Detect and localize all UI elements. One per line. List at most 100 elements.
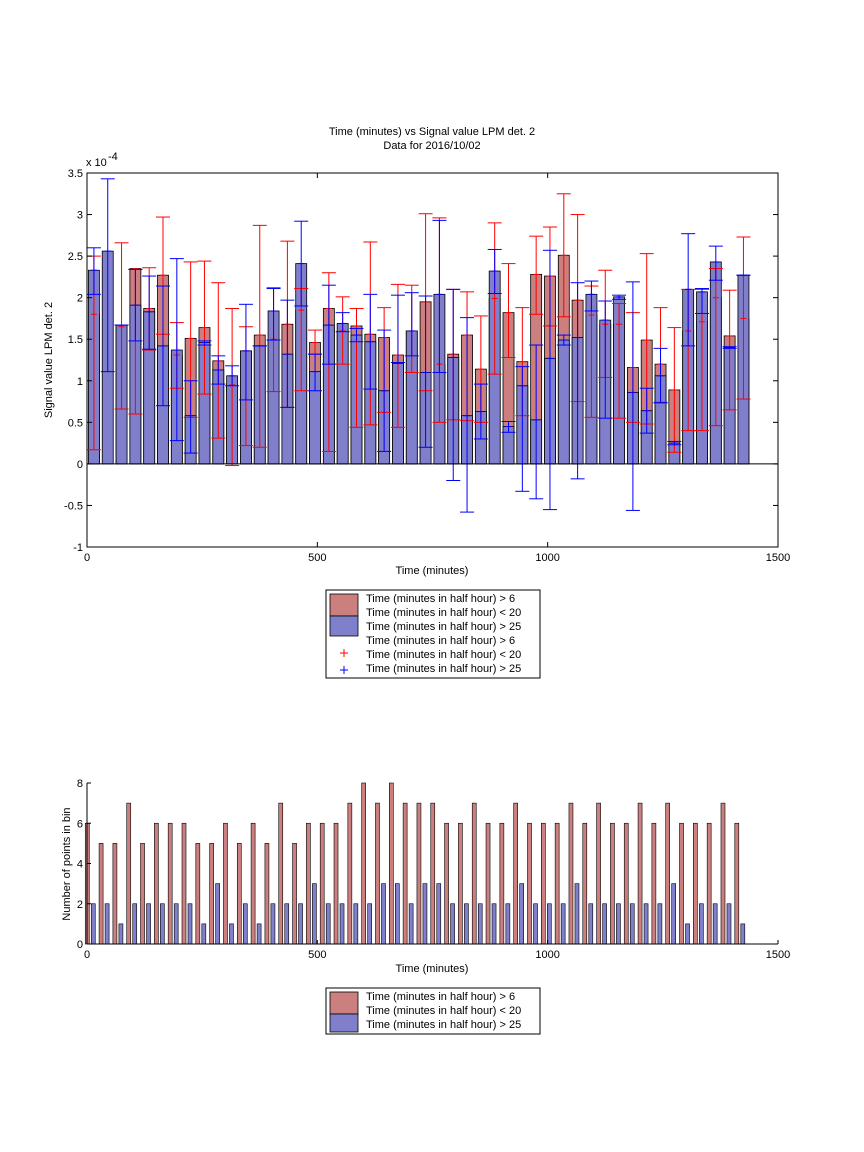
y-axis-label-2: Number of points in bin [61, 807, 73, 920]
count-bar-blue [616, 903, 621, 945]
count-bar-red [389, 782, 394, 945]
count-bar-red [596, 802, 601, 945]
signal-chart: Time (minutes) vs Signal value LPM det. … [43, 126, 790, 679]
y-tick-label: 2 [77, 899, 83, 911]
count-bar-red [333, 822, 339, 945]
count-bar-blue [643, 903, 649, 945]
count-bar-blue [242, 903, 248, 945]
count-bar-red [195, 843, 201, 945]
count-bar-red [250, 822, 256, 945]
count-bar-red [264, 843, 270, 945]
x-tick-label: 0 [84, 949, 90, 961]
count-bar-red [292, 843, 297, 945]
y-tick-label: 0.5 [68, 417, 83, 429]
x-tick-label: 1500 [766, 552, 790, 564]
count-bar-red [471, 802, 477, 945]
legend-entry: Time (minutes in half hour) > 25 [366, 1019, 521, 1031]
count-axes: 0 500 1000 1500 8 6 4 2 0 [77, 778, 790, 961]
count-bar-blue [160, 903, 165, 945]
count-bar-blue [505, 903, 511, 945]
count-bar-blue [104, 903, 110, 945]
legend-entry: Time (minutes in half hour) > 6 [366, 593, 515, 605]
count-bar-red [485, 822, 491, 945]
x-tick-label: 0 [84, 552, 90, 564]
legend-swatch-red [329, 991, 359, 1015]
plot-frame [86, 172, 779, 548]
count-bar-blue [726, 903, 732, 945]
count-bar-red [637, 802, 643, 945]
signal-error-bars [86, 178, 751, 513]
chart-title: Time (minutes) vs Signal value LPM det. … [329, 126, 535, 138]
count-bar-blue [118, 923, 124, 945]
count-bar-red [98, 843, 104, 945]
x-tick-label: 500 [308, 949, 326, 961]
legend-swatch-blue [329, 615, 359, 637]
y-tick-label: 2 [77, 293, 83, 305]
count-bar-blue [353, 903, 359, 945]
count-bar-red [430, 802, 436, 945]
count-bar-red [623, 822, 629, 945]
count-bar-blue [533, 903, 538, 945]
y-tick-label: 2.5 [68, 251, 83, 263]
y-tick-label: 4 [77, 859, 83, 871]
count-bar-red [375, 802, 380, 945]
count-bar-red [541, 822, 546, 945]
count-bar-red [610, 822, 615, 945]
legend-swatch-red [329, 593, 359, 617]
count-bar-blue [519, 883, 524, 945]
count-bar-red [361, 782, 366, 945]
count-bar-blue [477, 903, 483, 945]
count-bar-blue [312, 883, 317, 945]
count-bar-red [527, 822, 532, 945]
y-axis-label: Signal value LPM det. 2 [43, 302, 55, 418]
legend-entry: Time (minutes in half hour) > 6 [366, 635, 515, 647]
count-bar-blue [602, 903, 607, 945]
count-bar-red [416, 802, 422, 945]
x-tick-label: 500 [308, 552, 326, 564]
count-bar-blue [491, 903, 497, 945]
y-tick-label: 1.5 [68, 334, 83, 346]
count-bar-red [513, 802, 518, 945]
y-tick-label: 6 [77, 818, 83, 830]
legend-entry: Time (minutes in half hour) < 20 [366, 1005, 521, 1017]
count-bar-blue [201, 923, 207, 945]
count-bar-blue [229, 923, 234, 945]
y-tick-label: 3 [77, 210, 83, 222]
count-bar-blue [381, 883, 386, 945]
bar-blue [557, 339, 570, 465]
count-bar-blue [395, 883, 400, 945]
y-tick-label: 0 [77, 939, 83, 951]
y-tick-label: 0 [77, 459, 83, 471]
count-chart: 0 500 1000 1500 8 6 4 2 0 Time (minutes) Number … [61, 778, 790, 1035]
count-bar-red [278, 802, 284, 945]
x-axis-label-2: Time (minutes) [396, 963, 469, 975]
count-bar-blue [657, 903, 663, 945]
count-bar-blue [367, 903, 372, 945]
count-bar-red [693, 822, 698, 945]
count-legend: Time (minutes in half hour) > 6 Time (min… [325, 987, 541, 1035]
count-bar-blue [464, 903, 469, 945]
count-bar-red [319, 822, 325, 945]
count-bar-red [444, 822, 449, 945]
legend-entry: Time (minutes in half hour) > 25 [366, 621, 521, 633]
count-bar-blue [146, 903, 151, 945]
count-bar-red [140, 843, 145, 945]
legend-entry: Time (minutes in half hour) < 20 [366, 649, 521, 661]
count-bar-blue [588, 903, 594, 945]
y-tick-label: -1 [73, 542, 83, 554]
legend-entry: Time (minutes in half hour) > 25 [366, 663, 521, 675]
count-bar-blue [270, 903, 276, 945]
count-bar-blue [547, 903, 552, 945]
count-bar-red [734, 822, 740, 945]
count-bar-blue [284, 903, 290, 945]
legend-entry: Time (minutes in half hour) > 6 [366, 991, 515, 1003]
count-bar-red [126, 802, 132, 945]
legend-swatch-blue [329, 1013, 359, 1033]
count-bar-red [499, 822, 505, 945]
exponent-base: x 10 [86, 157, 107, 169]
count-bar-red [402, 802, 408, 945]
count-bar-blue [298, 903, 303, 945]
count-bar-blue [712, 903, 718, 945]
count-bar-red [679, 822, 684, 945]
